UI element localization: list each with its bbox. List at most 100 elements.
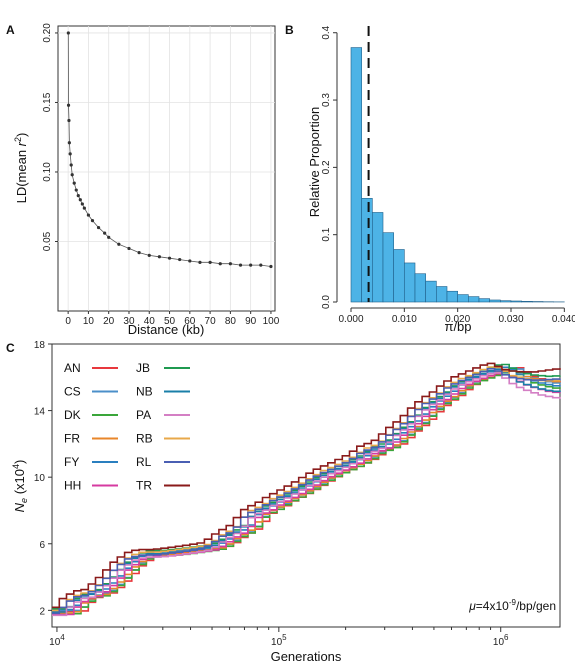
panel-c-series-line-rl: [52, 368, 561, 615]
panel-a-plot-frame: [57, 25, 276, 312]
panel-a-y-tick-label: 0.05: [42, 231, 53, 251]
panel-a-data-point: [208, 260, 212, 264]
panel-c-y-axis-title-end: ): [12, 460, 27, 464]
panel-a-grid: [58, 26, 275, 311]
panel-c-legend-label-jb: JB: [136, 361, 150, 375]
panel-a-data-point: [107, 235, 111, 239]
panel-c-series-lines: [52, 362, 561, 617]
panel-b-histogram-bar: [500, 300, 512, 303]
panel-c-x-tick-exponent: 6: [504, 633, 509, 642]
panel-b-y-tick-label: 0.1: [321, 227, 332, 241]
panel-a-data-point: [82, 206, 86, 210]
panel-c-legend-label-fy: FY: [64, 455, 79, 469]
panel-b-histogram-bar: [425, 280, 437, 303]
panel-a-y-tick-label: 0.20: [42, 23, 53, 43]
panel-a-x-axis-title: Distance (kb): [128, 322, 205, 337]
panel-a-x-tick-label: 100: [263, 316, 280, 327]
panel-b-histogram-bar: [404, 262, 416, 303]
panel-c-letter: C: [6, 341, 15, 355]
panel-c-legend-label-dk: DK: [64, 408, 81, 422]
panel-a-x-tick-label: 30: [123, 316, 135, 327]
panel-a-x-tick-label: 40: [144, 316, 156, 327]
panel-c-y-tick-label: 6: [39, 540, 45, 551]
panel-a-y-axis-title-suffix: ): [14, 133, 29, 137]
panel-a-x-ticks: 0 10 20 30 40 50 60 70 80 90 100: [65, 311, 280, 327]
panel-a-data-point: [76, 194, 80, 198]
panel-c-legend-label-hh: HH: [64, 479, 81, 493]
panel-c-legend-label-rl: RL: [136, 455, 152, 469]
panel-a-data-point: [72, 181, 76, 185]
panel-c-y-tick-label: 2: [39, 606, 45, 617]
panel-b-histogram-bar: [521, 301, 533, 303]
panel-c-annotation-mu: μ: [468, 599, 476, 613]
panel-a-data-point: [198, 260, 202, 264]
panel-c-x-tick-label: 104: [49, 633, 65, 648]
panel-a: A 0.05 0.10 0.15 0.20 0 10 20 30 40 50 60 70 80 90 10…: [6, 23, 280, 337]
panel-c-x-tick-base: 10: [271, 637, 283, 648]
panel-c-legend-label-tr: TR: [136, 479, 152, 493]
panel-b-y-tick-label: 0.0: [321, 295, 332, 309]
panel-c-x-tick-exponent: 5: [282, 633, 287, 642]
panel-a-letter: A: [6, 23, 15, 37]
panel-c-legend-label-fr: FR: [64, 432, 80, 446]
panel-c-y-tick-label: 14: [34, 407, 46, 418]
panel-c-y-tick-label: 18: [34, 340, 46, 351]
panel-c-y-axis-title-sub: e: [19, 498, 29, 503]
panel-c-x-tick-label: 106: [493, 633, 509, 648]
panel-b-y-tick-label: 0.3: [321, 93, 332, 107]
panel-c-x-tick-exponent: 4: [60, 633, 65, 642]
panel-c-legend: AN CS DK FR FY HH JB NB PA RB RL TR: [64, 361, 190, 493]
panel-c-mutation-rate-annotation: μ=4x10-9/bp/gen: [468, 598, 556, 613]
panel-b-histogram-bar: [446, 290, 458, 303]
panel-c-y-axis-title-sup: 4: [11, 464, 21, 469]
panel-b-x-tick-label: 0.030: [498, 314, 523, 325]
panel-a-data-point: [96, 225, 101, 230]
panel-a-data-point: [157, 255, 162, 259]
panel-a-data-point: [74, 188, 78, 192]
panel-a-trend-line: [67, 32, 271, 267]
panel-a-data-point: [167, 256, 172, 260]
panel-a-data-point: [67, 118, 71, 123]
panel-a-x-tick-label: 20: [103, 316, 115, 327]
panel-a-x-tick-label: 70: [205, 316, 217, 327]
panel-a-y-tick-label: 0.15: [42, 92, 53, 112]
panel-c-series-line-hh: [52, 371, 561, 616]
panel-b-x-tick-label: 0.000: [338, 314, 363, 325]
panel-a-points: [66, 31, 273, 269]
panel-a-x-tick-label: 50: [164, 316, 176, 327]
panel-a-data-point: [78, 198, 82, 202]
panel-a-x-tick-label: 90: [245, 316, 257, 327]
panel-b-x-tick-label: 0.020: [445, 314, 470, 325]
panel-c-series-line-pa: [52, 372, 561, 617]
panel-b-histogram-bar: [393, 249, 405, 303]
panel-c-y-axis-title-mid: (x10: [12, 469, 27, 498]
panel-a-data-point: [69, 163, 73, 167]
panel-a-data-point: [86, 213, 91, 217]
panel-a-y-axis-title-sup: 2: [13, 137, 23, 142]
panel-a-x-tick-label: 0: [65, 316, 71, 327]
panel-b-y-tick-label: 0.2: [321, 160, 332, 174]
panel-a-data-point: [188, 259, 192, 263]
panel-c-x-ticks: 104 105 106: [49, 627, 509, 648]
panel-a-y-axis-title-r: r: [14, 141, 29, 146]
panel-c-legend-label-nb: NB: [136, 385, 153, 399]
panel-b-x-axis-title: π/bp: [444, 319, 471, 334]
panel-b-histogram-bar: [457, 294, 469, 303]
panel-c-legend-label-pa: PA: [136, 408, 151, 422]
panel-a-data-point: [103, 231, 107, 235]
panel-c-y-ticks: 2 6 10 14 18: [34, 340, 52, 617]
panel-a-y-ticks: 0.05 0.10 0.15 0.20: [42, 23, 58, 251]
panel-c-y-axis-title-n: N: [12, 502, 27, 512]
panel-c-series-line-tr: [52, 362, 561, 609]
panel-b-letter: B: [285, 23, 294, 37]
panel-b-histogram-bar: [361, 198, 373, 303]
panel-c-y-tick-label: 10: [34, 473, 46, 484]
panel-b-histogram-bar: [510, 300, 522, 303]
panel-c-legend-label-cs: CS: [64, 385, 81, 399]
panel-a-data-point: [90, 219, 95, 223]
panel-a-x-tick-label: 10: [83, 316, 95, 327]
panel-a-data-point: [259, 263, 263, 267]
panel-b-histogram-bar: [382, 232, 394, 303]
panel-b-histogram-bar: [468, 296, 480, 303]
